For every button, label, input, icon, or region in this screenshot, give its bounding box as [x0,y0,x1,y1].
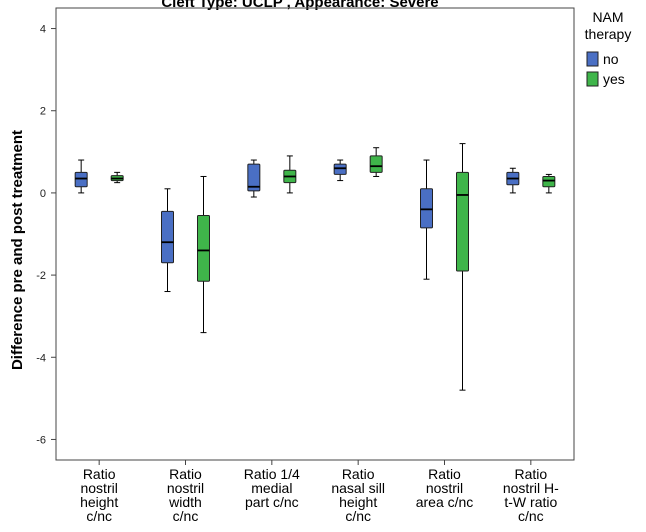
y-tick-label: -4 [36,352,46,364]
box-no [333,159,347,182]
box-no [420,159,433,280]
iqr-box [197,215,210,282]
legend-label-no: no [603,51,619,67]
box-yes [456,143,469,391]
y-tick-label: 0 [40,188,46,200]
box-yes [283,155,297,194]
iqr-box [161,210,174,264]
x-tick-label: medial [251,480,292,496]
x-tick-label: nasal sill [331,480,385,496]
legend-swatch-no [586,51,599,67]
box-no [74,159,88,194]
legend-swatch-yes [586,71,599,87]
x-tick-label: Ratio [428,466,461,482]
y-tick-label: -2 [36,270,46,282]
y-tick-label: -6 [36,434,46,446]
plot-area [55,7,575,461]
x-tick-label: nostril [80,480,117,496]
x-tick-label: width [168,494,202,510]
x-tick-label: Ratio [169,466,202,482]
x-tick-label: part c/nc [245,494,299,510]
iqr-box [420,188,433,229]
boxes-layer [74,143,556,391]
iqr-box [542,175,556,188]
box-yes [110,171,124,184]
legend-title: therapy [585,26,632,42]
legend-title: NAM [592,9,623,25]
y-axis-label: Difference pre and post treatment [9,130,26,370]
x-tick-label: Ratio [514,466,547,482]
x-tick-label: Ratio [342,466,375,482]
iqr-box [74,171,88,188]
x-tick-label: nostril H- [503,480,559,496]
x-tick-label: c/nc [86,508,112,524]
legend-label-yes: yes [603,71,625,87]
x-axis: Rationostrilheightc/ncRationostrilwidthc… [80,460,559,524]
x-tick-label: c/nc [173,508,199,524]
x-tick-label: height [339,494,377,510]
box-no [161,188,174,293]
x-tick-label: Ratio 1/4 [244,466,300,482]
x-tick-label: c/nc [518,508,544,524]
iqr-box [456,171,469,272]
box-yes [369,147,383,177]
box-yes [197,175,210,334]
y-axis: 4 2 0 -2 -4 -6 [36,24,56,446]
chart-title: Cleft Type: UCLP , Appearance: Severe [161,0,438,11]
x-tick-label: area c/nc [416,494,474,510]
box-no [247,159,261,198]
y-tick-label: 4 [40,24,46,36]
x-tick-label: nostril [167,480,204,496]
x-tick-label: nostril [426,480,463,496]
box-no [506,167,520,194]
x-tick-label: t-W ratio [504,494,557,510]
iqr-box [369,155,383,173]
box-yes [542,173,556,194]
iqr-box [247,163,261,192]
x-tick-label: height [80,494,118,510]
iqr-box [333,163,347,175]
x-tick-label: Ratio [83,466,116,482]
y-tick-label: 2 [40,106,46,118]
x-tick-label: c/nc [345,508,371,524]
